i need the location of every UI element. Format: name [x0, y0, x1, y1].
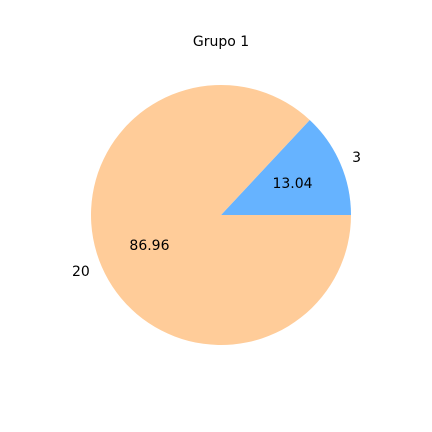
- slice-percent-3: 13.04: [272, 176, 312, 192]
- pie-labels: 3 13.04 20 86.96: [72, 150, 361, 280]
- slice-label-20: 20: [72, 264, 90, 280]
- pie-slice-20: [90, 85, 351, 346]
- pie-slice-3: [221, 119, 351, 215]
- slice-percent-20: 86.96: [129, 238, 169, 254]
- pie-slices: [90, 85, 351, 346]
- chart-title: Grupo 1: [193, 34, 249, 50]
- slice-label-3: 3: [352, 150, 361, 166]
